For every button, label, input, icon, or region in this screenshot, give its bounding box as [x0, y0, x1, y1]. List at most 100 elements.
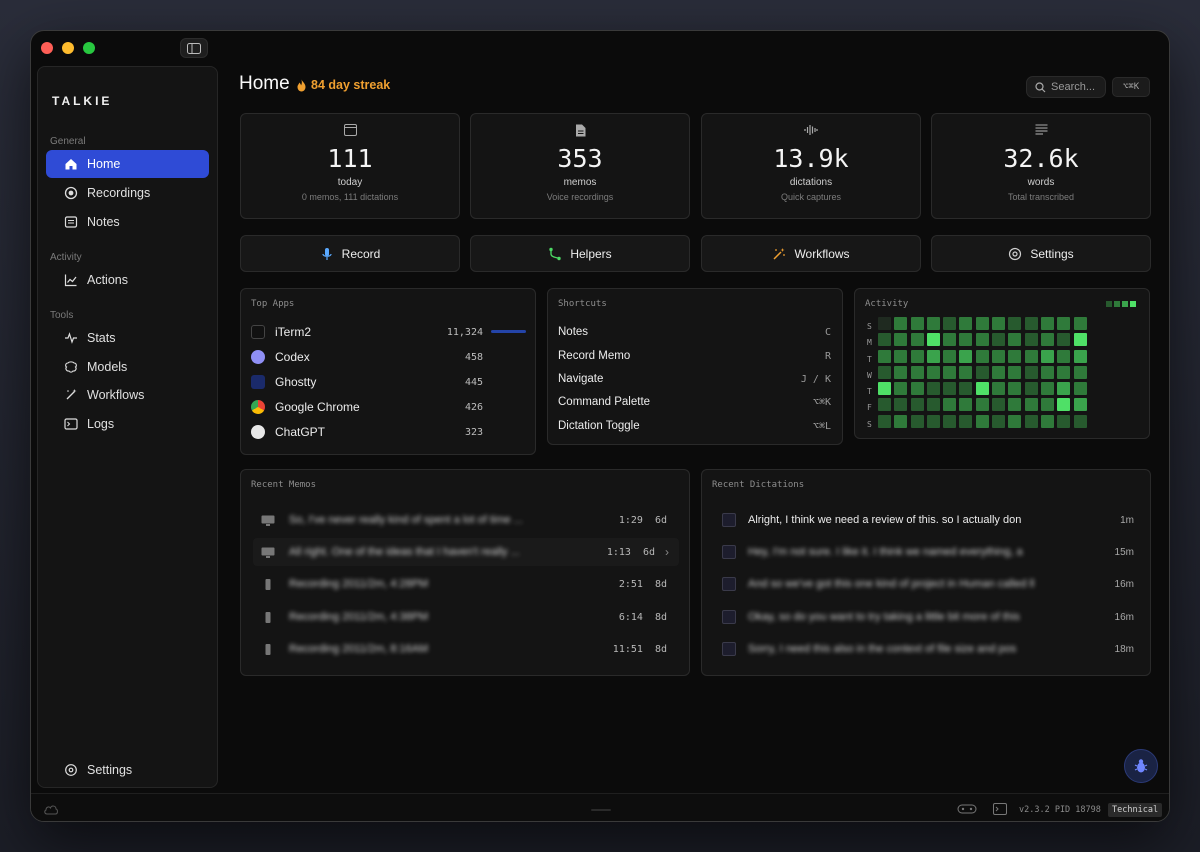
memo-row[interactable]: Recording 2011/2m, 4:38PM 6:14 8d — [253, 603, 679, 631]
activity-cell[interactable] — [992, 333, 1006, 347]
activity-cell[interactable] — [943, 365, 957, 379]
shortcut-row[interactable]: Navigate J / K — [558, 370, 831, 388]
search-button[interactable]: Search... — [1026, 76, 1106, 98]
memo-row[interactable]: Recording 2011/2m, 8:16AM 11:51 8d — [253, 635, 679, 663]
activity-cell[interactable] — [975, 382, 989, 396]
activity-cell[interactable] — [926, 398, 940, 412]
activity-cell[interactable] — [992, 349, 1006, 363]
activity-cell[interactable] — [1073, 333, 1087, 347]
helpers-button[interactable]: Helpers — [470, 235, 690, 272]
activity-cell[interactable] — [1008, 398, 1022, 412]
sidebar-item-recordings[interactable]: Recordings — [46, 179, 209, 207]
activity-cell[interactable] — [1057, 365, 1071, 379]
activity-cell[interactable] — [1073, 365, 1087, 379]
activity-cell[interactable] — [992, 365, 1006, 379]
activity-cell[interactable] — [959, 382, 973, 396]
activity-cell[interactable] — [894, 382, 908, 396]
activity-cell[interactable] — [894, 398, 908, 412]
app-row[interactable]: ChatGPT 323 — [251, 422, 529, 442]
app-row[interactable]: Codex 458 — [251, 347, 529, 367]
sidebar-toggle-button[interactable] — [180, 38, 208, 58]
sidebar-item-logs[interactable]: Logs — [46, 410, 209, 438]
dictation-row[interactable]: Alright, I think we need a review of thi… — [714, 506, 1140, 534]
zoom-window-button[interactable] — [83, 42, 95, 54]
dictation-row[interactable]: Okay, so do you want to try taking a lit… — [714, 603, 1140, 631]
activity-cell[interactable] — [1024, 382, 1038, 396]
activity-cell[interactable] — [1040, 365, 1054, 379]
mode-badge[interactable]: Technical — [1108, 803, 1163, 817]
activity-cell[interactable] — [894, 317, 908, 330]
activity-cell[interactable] — [1040, 349, 1054, 363]
dictation-row[interactable]: And so we've got this one kind of projec… — [714, 570, 1140, 598]
activity-cell[interactable] — [926, 365, 940, 379]
activity-cell[interactable] — [1040, 398, 1054, 412]
shortcut-row[interactable]: Dictation Toggle ⌥⌘L — [558, 417, 831, 435]
activity-cell[interactable] — [878, 333, 891, 347]
workflows-button[interactable]: Workflows — [701, 235, 921, 272]
resize-handle[interactable] — [591, 809, 611, 811]
activity-cell[interactable] — [1057, 382, 1071, 396]
console-icon[interactable] — [993, 803, 1007, 815]
minimize-window-button[interactable] — [62, 42, 74, 54]
activity-cell[interactable] — [878, 365, 891, 379]
activity-cell[interactable] — [975, 414, 989, 428]
sidebar-item-models[interactable]: Models — [46, 353, 209, 381]
activity-cell[interactable] — [910, 349, 924, 363]
activity-cell[interactable] — [975, 349, 989, 363]
activity-cell[interactable] — [992, 414, 1006, 428]
activity-cell[interactable] — [943, 349, 957, 363]
dictation-row[interactable]: Sorry, I need this also in the context o… — [714, 635, 1140, 663]
activity-cell[interactable] — [943, 317, 957, 330]
activity-cell[interactable] — [943, 382, 957, 396]
activity-cell[interactable] — [1008, 333, 1022, 347]
activity-cell[interactable] — [943, 398, 957, 412]
activity-cell[interactable] — [943, 333, 957, 347]
activity-cell[interactable] — [1024, 317, 1038, 330]
activity-cell[interactable] — [975, 317, 989, 330]
sidebar-item-stats[interactable]: Stats — [46, 324, 209, 352]
activity-cell[interactable] — [910, 365, 924, 379]
sidebar-item-actions[interactable]: Actions — [46, 266, 209, 294]
activity-cell[interactable] — [1073, 349, 1087, 363]
activity-cell[interactable] — [878, 349, 891, 363]
activity-cell[interactable] — [975, 333, 989, 347]
shortcut-row[interactable]: Record Memo R — [558, 347, 831, 365]
activity-cell[interactable] — [992, 398, 1006, 412]
activity-cell[interactable] — [926, 414, 940, 428]
activity-cell[interactable] — [894, 414, 908, 428]
activity-cell[interactable] — [1008, 382, 1022, 396]
controller-icon[interactable] — [957, 803, 977, 815]
activity-cell[interactable] — [1073, 382, 1087, 396]
activity-cell[interactable] — [1040, 382, 1054, 396]
memo-row[interactable]: All right. One of the ideas that I haven… — [253, 538, 679, 566]
activity-cell[interactable] — [975, 365, 989, 379]
activity-cell[interactable] — [910, 414, 924, 428]
activity-cell[interactable] — [878, 317, 891, 330]
activity-cell[interactable] — [878, 398, 891, 412]
activity-cell[interactable] — [975, 398, 989, 412]
app-row[interactable]: iTerm2 11,324 — [251, 322, 529, 342]
activity-cell[interactable] — [910, 382, 924, 396]
activity-cell[interactable] — [878, 382, 891, 396]
memo-row[interactable]: Recording 2011/2m, 4:28PM 2:51 8d — [253, 570, 679, 598]
activity-cell[interactable] — [926, 317, 940, 330]
activity-cell[interactable] — [992, 317, 1006, 330]
shortcut-row[interactable]: Notes C — [558, 323, 831, 341]
activity-cell[interactable] — [910, 317, 924, 330]
activity-cell[interactable] — [1024, 333, 1038, 347]
activity-cell[interactable] — [910, 333, 924, 347]
activity-cell[interactable] — [1024, 349, 1038, 363]
activity-cell[interactable] — [1008, 317, 1022, 330]
activity-cell[interactable] — [1024, 365, 1038, 379]
app-row[interactable]: Ghostty 445 — [251, 372, 529, 392]
close-window-button[interactable] — [41, 42, 53, 54]
activity-cell[interactable] — [943, 414, 957, 428]
activity-cell[interactable] — [959, 414, 973, 428]
sidebar-item-notes[interactable]: Notes — [46, 208, 209, 236]
sidebar-item-workflows[interactable]: Workflows — [46, 381, 209, 409]
sidebar-item-home[interactable]: Home — [46, 150, 209, 178]
activity-cell[interactable] — [1057, 398, 1071, 412]
activity-cell[interactable] — [926, 382, 940, 396]
activity-cell[interactable] — [926, 333, 940, 347]
activity-cell[interactable] — [959, 333, 973, 347]
